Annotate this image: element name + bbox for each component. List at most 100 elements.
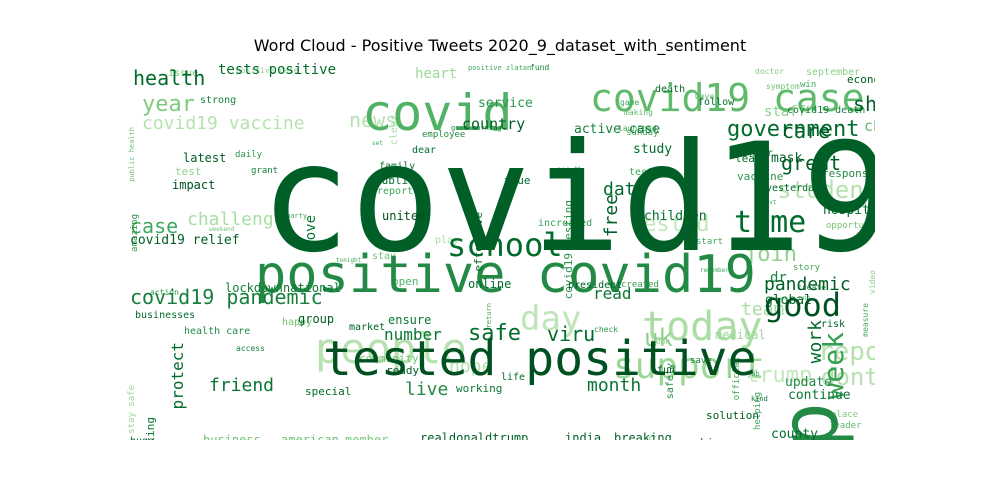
word-covid: covid	[362, 84, 513, 142]
word-increased: increased	[538, 218, 592, 229]
word-kid: kid	[558, 167, 569, 174]
word-breaking: breaking	[614, 431, 672, 440]
word-symptom: symptom	[766, 82, 800, 91]
word-amazing: amazing	[130, 214, 140, 252]
word-launched: launched	[618, 124, 657, 133]
word-save: save	[690, 356, 712, 366]
word-soon: soon	[651, 337, 670, 346]
word-dr: dr	[770, 270, 787, 286]
word-response: response	[822, 167, 875, 180]
word-positive-covid19: positive covid19	[255, 245, 756, 305]
word-effective: effective	[472, 212, 485, 272]
word-good: good	[764, 286, 841, 324]
word-ensure: ensure	[388, 313, 431, 327]
word-daily: daily	[235, 150, 263, 160]
word-share: share	[853, 92, 875, 116]
word-safe: safe	[468, 321, 521, 346]
word-heart: heart	[415, 66, 457, 82]
word-public-health: public health	[128, 127, 136, 182]
word-open: open	[392, 275, 419, 288]
word-solution: solution	[706, 409, 759, 422]
word-love: love	[303, 215, 319, 249]
word-live: live	[405, 379, 448, 400]
word-testing: testing	[629, 167, 671, 178]
word-business: business	[203, 433, 261, 440]
word-people: people	[315, 324, 467, 373]
word-measure: measure	[861, 303, 870, 337]
word-news: news	[349, 108, 397, 132]
word-tested-positive: tested positive	[323, 331, 756, 387]
word-working: working	[456, 382, 502, 395]
word-remember: remember	[700, 267, 729, 274]
word-government: government	[727, 117, 859, 142]
word-place: place	[831, 410, 858, 420]
word-kind: kind	[751, 395, 768, 403]
word-united: united	[382, 209, 425, 223]
word-time: time	[734, 205, 806, 240]
word-positive-zlatan: positive zlatan	[468, 64, 531, 72]
word-risk: risk	[821, 319, 845, 330]
word-week: week	[817, 332, 850, 400]
word-helping: helping	[753, 392, 763, 430]
word-official: official	[732, 357, 742, 400]
word-staff: staff	[764, 104, 806, 120]
word-stay: stay	[372, 251, 396, 262]
word-tests-positive: tests positive	[218, 62, 336, 78]
word-covid19-death: covid19 death	[787, 105, 865, 116]
word-trump: trump	[746, 363, 812, 388]
word-number: number	[384, 325, 442, 344]
word-safety: safety	[665, 363, 676, 399]
word-spread-covid19: spread covid19	[768, 296, 810, 302]
word-support: support	[613, 346, 765, 387]
word-dont: dont	[821, 363, 875, 391]
word-covid19-pandemic: covid19 pandemic	[130, 285, 323, 309]
word-september: september	[806, 67, 860, 78]
word-lot: lot	[573, 165, 582, 180]
word-medical: medical	[715, 328, 766, 342]
word-set: set	[372, 140, 383, 147]
word-making: making	[624, 108, 653, 117]
word-vaccine: vaccine	[737, 170, 783, 183]
word-leader: leader	[829, 421, 862, 431]
word-coronaviru: coronaviru	[872, 378, 875, 440]
word-webinar: webinar	[687, 436, 734, 440]
word-doctor: doctor	[755, 67, 784, 76]
word-life: life	[501, 372, 525, 383]
word-businesses: businesses	[135, 310, 195, 321]
word-online: online	[468, 277, 511, 291]
word-china: china	[864, 117, 875, 135]
word-group: group	[298, 312, 334, 326]
word-free: free	[601, 194, 622, 237]
word-month: month	[587, 375, 641, 396]
word-positive-case: positive case	[236, 66, 299, 75]
word-sunday: sunday	[626, 128, 659, 138]
word-year: year	[142, 92, 195, 117]
word-care: care	[782, 119, 830, 143]
word-follow: follow	[698, 97, 735, 108]
word-party: party	[286, 212, 307, 220]
word-tonight: tonight	[336, 257, 362, 264]
word-active-case: active case	[574, 122, 660, 137]
word-today: today	[642, 304, 762, 350]
word-happy: happy	[282, 317, 312, 328]
word-hospital: hospital	[823, 203, 875, 218]
word-check: check	[594, 325, 618, 334]
word-game: game	[620, 98, 639, 107]
word-school: school	[447, 226, 563, 264]
word-viru: viru	[547, 322, 595, 346]
word-national: national	[283, 281, 341, 295]
word-stay-safe: stay safe	[127, 385, 137, 434]
word-realdonaldtrump: realdonaldtrump	[420, 431, 528, 440]
word-created: created	[621, 280, 659, 290]
word-study: study	[633, 142, 672, 157]
word-good-morning: good morning	[451, 124, 502, 132]
word-clear: clear	[389, 115, 400, 145]
word-american: american	[281, 433, 339, 440]
word-tested: tested	[630, 212, 709, 237]
word-uk: uk	[644, 324, 673, 352]
word-test: test	[175, 165, 202, 178]
word-work: work	[805, 320, 826, 364]
word-global: global	[765, 293, 812, 308]
word-covid19-vaccine: covid19 vaccine	[142, 113, 305, 134]
word-hope: hope	[449, 356, 492, 377]
